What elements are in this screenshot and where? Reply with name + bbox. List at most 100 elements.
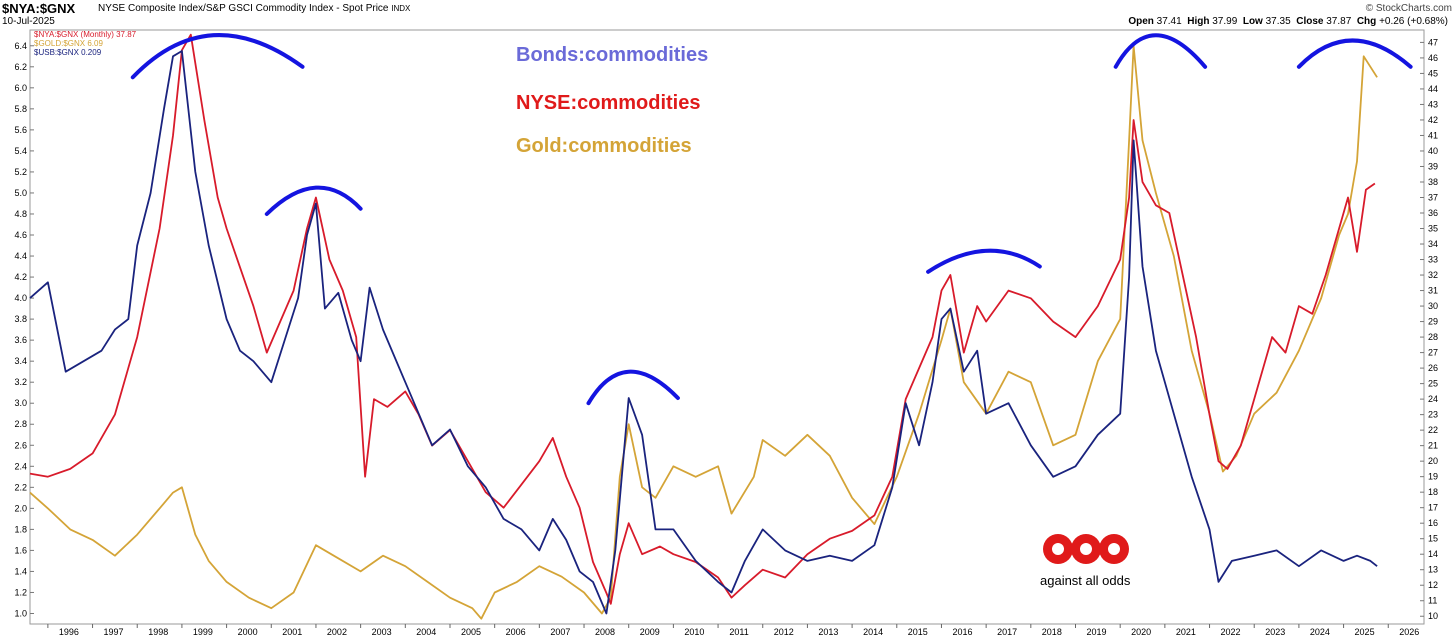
peak-arc-annotation	[264, 185, 363, 216]
annotation-gold: Gold:commodities	[516, 135, 692, 157]
y-right-tick-label: 18	[1428, 487, 1438, 497]
y-right-tick-label: 13	[1428, 565, 1438, 575]
y-right-tick-label: 42	[1428, 115, 1438, 125]
x-tick-label: 2006	[506, 627, 526, 637]
peak-arc-annotation	[130, 33, 305, 80]
x-tick-label: 2021	[1176, 627, 1196, 637]
y-right-tick-label: 33	[1428, 255, 1438, 265]
x-tick-label: 2018	[1042, 627, 1062, 637]
x-tick-label: 2002	[327, 627, 347, 637]
y-left-tick-label: 3.4	[14, 356, 27, 366]
peak-arc-annotation	[1113, 33, 1208, 69]
y-right-tick-label: 44	[1428, 84, 1438, 94]
y-left-tick-label: 2.6	[14, 440, 27, 450]
chart-date: 10-Jul-2025	[2, 16, 55, 27]
y-left-tick-label: 2.0	[14, 503, 27, 513]
y-left-tick-label: 5.8	[14, 104, 27, 114]
aao-logo: against all odds	[1032, 530, 1142, 590]
y-left-tick-label: 3.0	[14, 398, 27, 408]
y-right-tick-label: 25	[1428, 379, 1438, 389]
x-tick-label: 2024	[1310, 627, 1330, 637]
y-right-tick-label: 35	[1428, 224, 1438, 234]
y-right-tick-label: 22	[1428, 425, 1438, 435]
credit: © StockCharts.com	[1365, 3, 1452, 14]
x-tick-label: 1999	[193, 627, 213, 637]
y-left-tick-label: 5.6	[14, 125, 27, 135]
y-right-tick-label: 47	[1428, 37, 1438, 47]
x-tick-label: 2013	[818, 627, 838, 637]
y-left-tick-label: 6.2	[14, 62, 27, 72]
y-right-tick-label: 37	[1428, 192, 1438, 202]
series-line-goldgnx	[29, 44, 1378, 620]
y-right-tick-label: 31	[1428, 286, 1438, 296]
x-tick-label: 2004	[416, 627, 436, 637]
y-right-tick-label: 30	[1428, 301, 1438, 311]
y-right-tick-label: 14	[1428, 549, 1438, 559]
y-right-tick-label: 38	[1428, 177, 1438, 187]
x-tick-label: 2017	[997, 627, 1017, 637]
legend-usb: $USB:$GNX 0.209	[34, 48, 102, 57]
y-right-tick-label: 45	[1428, 68, 1438, 78]
x-tick-label: 2020	[1131, 627, 1151, 637]
peak-arc-annotation	[1296, 38, 1413, 69]
x-tick-label: 2011	[729, 627, 748, 637]
peak-arc-annotation	[586, 369, 680, 406]
x-tick-label: 2019	[1086, 627, 1106, 637]
y-left-tick-label: 5.0	[14, 188, 27, 198]
y-right-tick-label: 29	[1428, 317, 1438, 327]
y-right-tick-label: 40	[1428, 146, 1438, 156]
y-left-tick-label: 1.2	[14, 587, 27, 597]
y-left-tick-label: 4.2	[14, 272, 27, 282]
y-right-tick-label: 41	[1428, 130, 1438, 140]
x-tick-label: 1997	[104, 627, 124, 637]
y-left-tick-label: 5.2	[14, 167, 27, 177]
y-left-tick-label: 1.8	[14, 524, 27, 534]
series-line-usbgnx	[29, 50, 1378, 615]
x-tick-label: 2025	[1355, 627, 1375, 637]
ohlc-readout: Open 37.41 High 37.99 Low 37.35 Close 37…	[1128, 16, 1448, 27]
annotation-bonds: Bonds:commodities	[516, 44, 709, 66]
symbol: $NYA:$GNX	[2, 1, 76, 16]
y-right-tick-label: 27	[1428, 348, 1438, 358]
y-left-tick-label: 3.8	[14, 314, 27, 324]
y-right-tick-label: 28	[1428, 332, 1438, 342]
y-right-tick-label: 19	[1428, 472, 1438, 482]
x-tick-label: 2005	[461, 627, 481, 637]
x-tick-label: 2007	[550, 627, 570, 637]
legend-nya: $NYA:$GNX (Monthly) 37.87	[34, 30, 137, 39]
y-left-tick-label: 4.8	[14, 209, 27, 219]
y-right-tick-label: 26	[1428, 363, 1438, 373]
chart-header: $NYA:$GNX NYSE Composite Index/S&P GSCI …	[0, 0, 1456, 30]
y-right-tick-label: 11	[1428, 596, 1437, 606]
y-left-tick-label: 6.0	[14, 83, 27, 93]
y-left-tick-label: 2.8	[14, 419, 27, 429]
x-tick-label: 2008	[595, 627, 615, 637]
x-tick-label: 1998	[148, 627, 168, 637]
y-left-tick-label: 1.6	[14, 545, 27, 555]
x-tick-label: 2022	[1221, 627, 1241, 637]
y-right-tick-label: 24	[1428, 394, 1438, 404]
y-left-tick-label: 2.4	[14, 461, 27, 471]
x-tick-label: 1996	[59, 627, 79, 637]
y-left-tick-label: 5.4	[14, 146, 27, 156]
y-left-tick-label: 1.0	[14, 608, 27, 618]
annotation-nyse: NYSE:commodities	[516, 92, 701, 114]
y-left-tick-label: 2.2	[14, 482, 27, 492]
x-tick-label: 2014	[863, 627, 883, 637]
y-right-tick-label: 39	[1428, 161, 1438, 171]
y-left-tick-label: 3.2	[14, 377, 27, 387]
y-right-tick-label: 46	[1428, 53, 1438, 63]
y-right-tick-label: 36	[1428, 208, 1438, 218]
y-right-tick-label: 23	[1428, 410, 1438, 420]
y-left-tick-label: 4.0	[14, 293, 27, 303]
x-tick-label: 2000	[238, 627, 258, 637]
y-right-tick-label: 15	[1428, 534, 1438, 544]
y-left-tick-label: 6.4	[14, 41, 27, 51]
y-right-tick-label: 20	[1428, 456, 1438, 466]
y-right-tick-label: 17	[1428, 503, 1438, 513]
y-left-tick-label: 3.6	[14, 335, 27, 345]
y-left-tick-label: 1.4	[14, 566, 27, 576]
aao-logo-mark	[1043, 534, 1129, 564]
y-right-tick-label: 34	[1428, 239, 1438, 249]
